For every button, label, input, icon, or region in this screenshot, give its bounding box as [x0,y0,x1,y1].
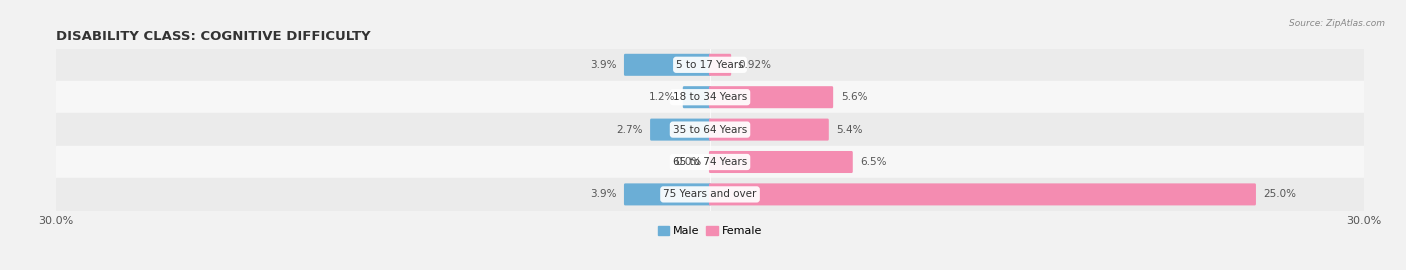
FancyBboxPatch shape [683,86,711,108]
Text: 5.6%: 5.6% [841,92,868,102]
FancyBboxPatch shape [709,86,834,108]
FancyBboxPatch shape [650,119,711,141]
FancyBboxPatch shape [624,54,711,76]
Text: 0.92%: 0.92% [738,60,772,70]
Text: 25.0%: 25.0% [1264,189,1296,200]
Text: 0.0%: 0.0% [675,157,702,167]
FancyBboxPatch shape [709,151,853,173]
FancyBboxPatch shape [709,119,828,141]
Text: 2.7%: 2.7% [616,124,643,135]
Text: DISABILITY CLASS: COGNITIVE DIFFICULTY: DISABILITY CLASS: COGNITIVE DIFFICULTY [56,30,371,43]
FancyBboxPatch shape [709,183,1256,205]
Text: 5 to 17 Years: 5 to 17 Years [676,60,744,70]
Text: 6.5%: 6.5% [860,157,887,167]
Text: Source: ZipAtlas.com: Source: ZipAtlas.com [1289,19,1385,28]
Text: 1.2%: 1.2% [648,92,675,102]
Legend: Male, Female: Male, Female [654,221,766,241]
Bar [56,113,1364,146]
Bar [56,146,1364,178]
Text: 3.9%: 3.9% [591,60,616,70]
Text: 35 to 64 Years: 35 to 64 Years [673,124,747,135]
Text: 3.9%: 3.9% [591,189,616,200]
Bar [56,178,1364,211]
Text: 18 to 34 Years: 18 to 34 Years [673,92,747,102]
FancyBboxPatch shape [624,183,711,205]
Bar [56,49,1364,81]
FancyBboxPatch shape [709,54,731,76]
Text: 5.4%: 5.4% [837,124,863,135]
Bar [56,81,1364,113]
Text: 75 Years and over: 75 Years and over [664,189,756,200]
Text: 65 to 74 Years: 65 to 74 Years [673,157,747,167]
